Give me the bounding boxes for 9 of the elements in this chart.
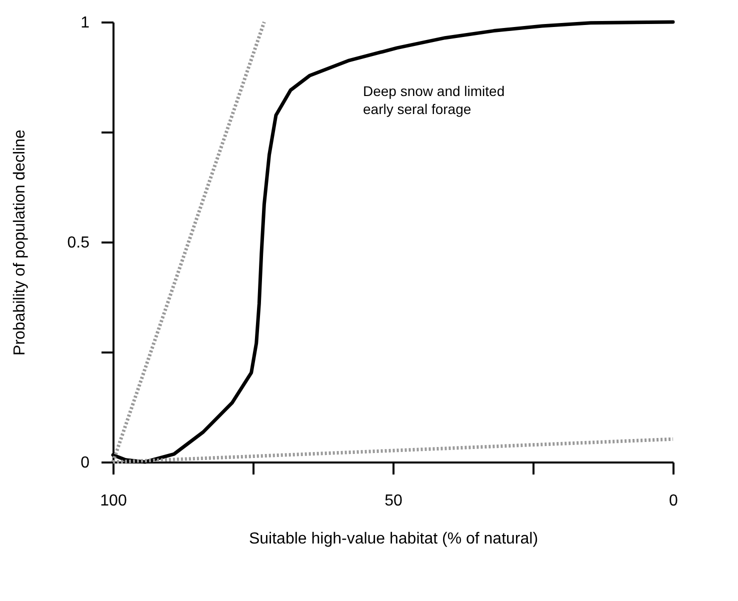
y-tick-label: 0.5 [67,234,90,252]
x-axis-title: Suitable high-value habitat (% of natural) [248,530,538,548]
y-axis-title: Probability of population decline [11,129,28,356]
annotation: Deep snow and limited early seral forage [363,83,505,117]
x-tick-label: 100 [100,492,127,510]
x-tick-label: 0 [669,492,678,510]
y-tick-label: 0 [80,454,90,472]
x-tick-label: 50 [384,492,402,510]
y-tick-label: 1 [80,14,90,32]
